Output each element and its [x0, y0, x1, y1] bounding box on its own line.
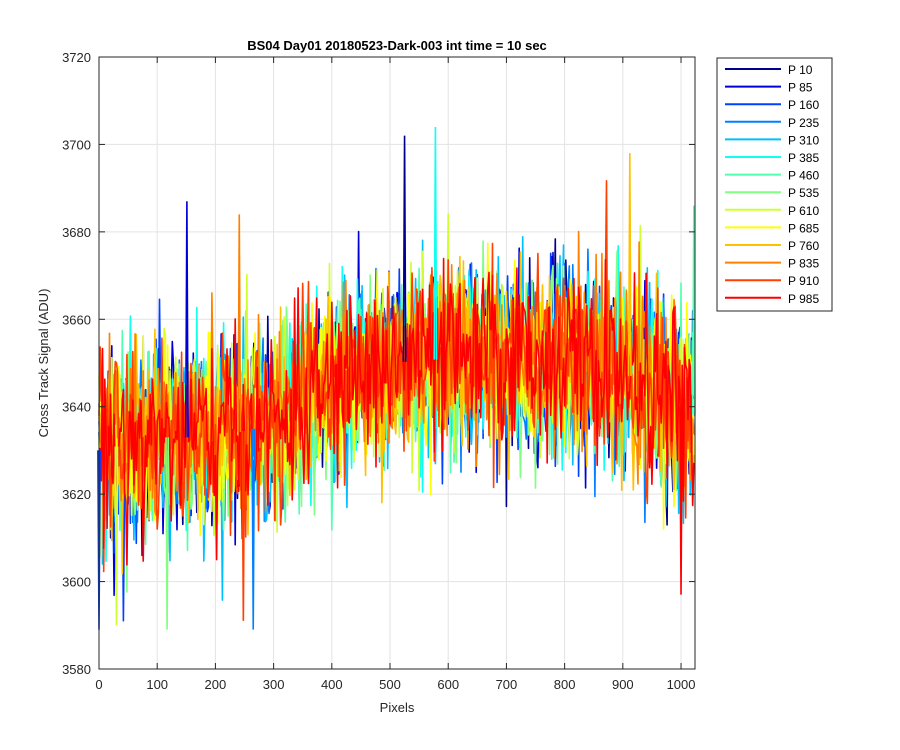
legend-label: P 535	[788, 186, 819, 200]
legend-label: P 85	[788, 81, 813, 95]
y-tick-label: 3620	[62, 487, 91, 502]
legend-label: P 685	[788, 221, 819, 235]
y-tick-label: 3660	[62, 312, 91, 327]
y-tick-label: 3680	[62, 225, 91, 240]
series-line	[98, 180, 695, 573]
legend: P 10 P 85 P 160 P 235 P 310 P 385 P 460 P 535 P …	[716, 57, 833, 312]
x-tick-label: 800	[554, 677, 576, 692]
plot-frame	[98, 56, 696, 670]
legend-label: P 985	[788, 292, 819, 306]
legend-label: P 835	[788, 257, 819, 271]
legend-label: P 910	[788, 274, 819, 288]
y-tick-label: 3640	[62, 400, 91, 415]
x-tick-label: 300	[263, 677, 285, 692]
x-tick-label: 600	[437, 677, 459, 692]
x-tick-label: 0	[95, 677, 102, 692]
y-tick-label: 3580	[62, 662, 91, 677]
legend-label: P 235	[788, 116, 819, 130]
legend-label: P 610	[788, 204, 819, 218]
y-tick-label: 3700	[62, 137, 91, 152]
x-tick-label: 400	[321, 677, 343, 692]
legend-label: P 460	[788, 169, 819, 183]
series-spike	[679, 406, 683, 595]
x-tick-label: 700	[496, 677, 518, 692]
x-tick-label: 500	[379, 677, 401, 692]
series-spike	[241, 431, 246, 621]
y-axis-label: Cross Track Signal (ADU)	[36, 289, 51, 438]
x-tick-label: 100	[146, 677, 168, 692]
x-axis-ticks: 0 100 200 300 400 500 600 700 800 900 1000	[95, 57, 695, 692]
legend-label: P 160	[788, 98, 819, 112]
series-line	[98, 257, 695, 566]
y-tick-label: 3720	[62, 50, 91, 65]
legend-box	[716, 57, 833, 312]
legend-label: P 10	[788, 63, 813, 77]
series-spike	[627, 153, 632, 376]
series-spike	[237, 214, 242, 432]
series-lines	[97, 126, 696, 630]
series-spike	[114, 446, 119, 626]
series-spike	[251, 428, 256, 630]
y-axis-ticks: 3580 3600 3620 3640 3660 3680 3700 3720	[62, 50, 695, 677]
series-spike	[165, 437, 170, 630]
x-tick-label: 900	[612, 677, 634, 692]
legend-label: P 310	[788, 133, 819, 147]
x-axis-label: Pixels	[380, 700, 415, 715]
legend-label: P 760	[788, 239, 819, 253]
chart-title: BS04 Day01 20180523-Dark-003 int time = …	[247, 38, 547, 53]
x-tick-label: 1000	[667, 677, 696, 692]
y-tick-label: 3600	[62, 575, 91, 590]
series-spike	[433, 126, 438, 360]
legend-label: P 385	[788, 151, 819, 165]
x-tick-label: 200	[205, 677, 227, 692]
series-spike	[184, 201, 189, 438]
series-spike	[402, 135, 407, 362]
